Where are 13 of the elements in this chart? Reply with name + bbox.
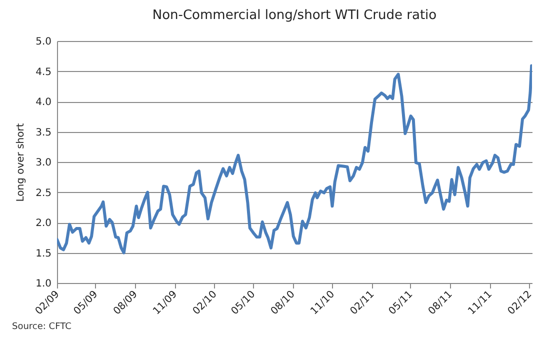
y-tick-label: 5.0	[36, 36, 52, 48]
y-tick-label: 3.0	[36, 158, 52, 168]
y-tick-label: 3.5	[36, 127, 52, 138]
y-tick-label: 4.5	[36, 66, 52, 78]
source-note: Source: CFTC	[12, 322, 72, 332]
y-tick-label: 1.5	[36, 248, 52, 260]
line-series	[57, 64, 532, 254]
y-tick-label: 4.0	[36, 97, 52, 108]
y-tick-label: 2.5	[36, 188, 52, 199]
y-tick-label: 1.0	[36, 278, 52, 290]
chart-title: Non-Commercial long/short WTI Crude ratio	[152, 8, 437, 23]
y-axis-title: Long over short	[16, 123, 27, 202]
y-tick-label: 2.0	[36, 218, 52, 229]
